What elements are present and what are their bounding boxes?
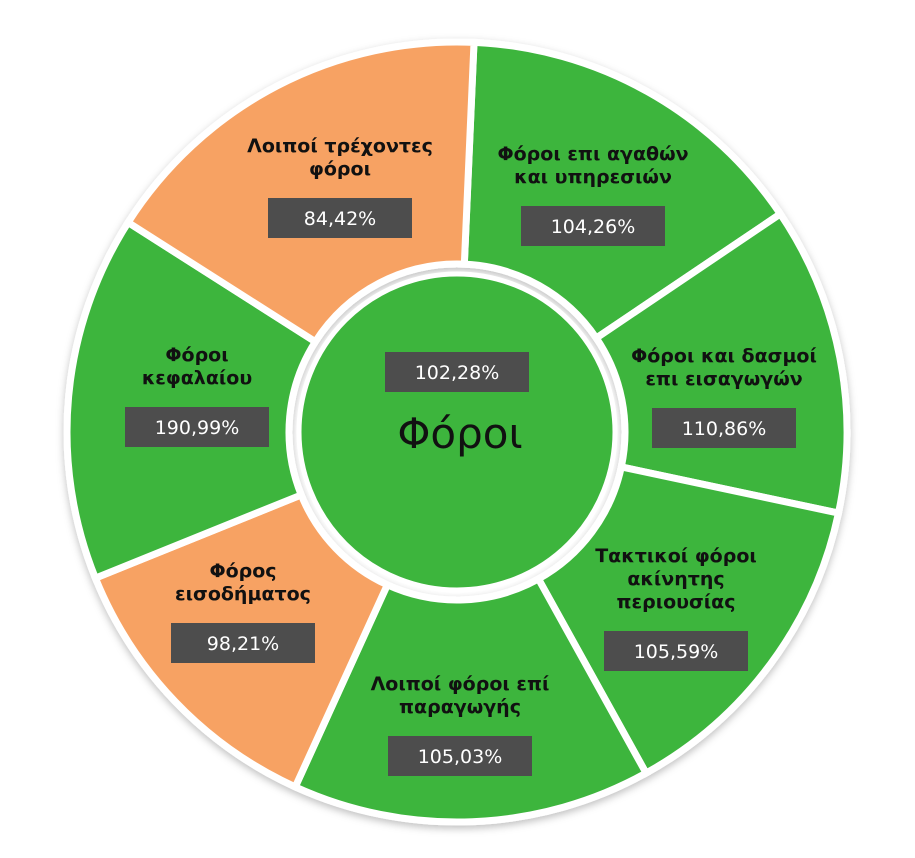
segment-7-label-line: φόροι (309, 158, 371, 180)
segment-2-value: 110,86% (682, 418, 767, 440)
segment-4-value-box (388, 736, 532, 776)
segment-6-label-line: κεφαλαίου (142, 367, 252, 389)
segment-7-value: 84,42% (304, 208, 376, 230)
segment-5-label-line: Φόρος (209, 560, 276, 582)
segment-4-value: 105,03% (418, 746, 503, 768)
segment-7-label-line: Λοιποί τρέχοντες (247, 135, 433, 157)
segment-1-label-line: Φόροι επι αγαθών (497, 143, 688, 165)
segment-3-value-box (604, 631, 748, 671)
segment-3-value: 105,59% (634, 641, 719, 663)
segment-5-label-line: εισοδήματος (175, 583, 311, 605)
segment-6-value: 190,99% (155, 417, 240, 439)
segment-2-label-line: επι εισαγωγών (645, 368, 802, 390)
segment-7-value-box (268, 198, 412, 238)
segment-6-label-line: Φόροι (165, 344, 228, 366)
segment-4-label-line: Λοιποί φόροι επί (371, 673, 550, 695)
segment-5-value: 98,21% (207, 633, 279, 655)
segment-3-label-line: περιουσίας (616, 591, 735, 613)
segment-3-label-line: ακίνητης (627, 568, 724, 590)
center-title: Φόροι (397, 409, 522, 458)
segment-2-value-box (652, 408, 796, 448)
center-node: 102,28% Φόροι (296, 271, 618, 593)
segment-7 (123, 38, 478, 347)
segment-4 (290, 574, 651, 826)
center-value-box (385, 352, 529, 392)
segment-1-value: 104,26% (551, 216, 636, 238)
segment-3-label-line: Τακτικοί φόροι (595, 545, 757, 567)
segment-5-value-box (171, 623, 315, 663)
segment-3 (533, 462, 843, 778)
center-value: 102,28% (415, 362, 500, 384)
segment-1-label-line: και υπηρεσιών (514, 166, 672, 188)
segment-4-label-line: παραγωγής (399, 696, 521, 718)
segment-2-label-line: Φόροι και δασμοί (631, 345, 817, 367)
segment-6-value-box (125, 407, 269, 447)
segment-6 (63, 217, 321, 583)
segment-1-value-box (521, 206, 665, 246)
center-circle (296, 271, 618, 593)
